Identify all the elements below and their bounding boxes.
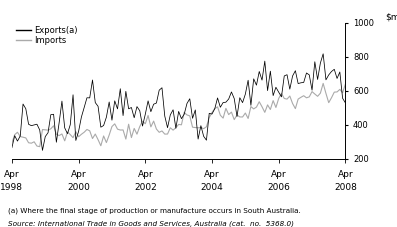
Text: 1998: 1998 xyxy=(0,183,23,192)
Text: (a) Where the final stage of production or manufacture occurs in South Australia: (a) Where the final stage of production … xyxy=(8,208,301,214)
Text: Source: International Trade in Goods and Services, Australia (cat.  no.  5368.0): Source: International Trade in Goods and… xyxy=(8,220,294,227)
Text: 2006: 2006 xyxy=(267,183,290,192)
Text: 2004: 2004 xyxy=(200,183,224,192)
Text: Apr: Apr xyxy=(271,170,287,179)
Text: 2008: 2008 xyxy=(334,183,357,192)
Text: Apr: Apr xyxy=(4,170,20,179)
Text: $m: $m xyxy=(385,12,397,21)
Text: Apr: Apr xyxy=(337,170,353,179)
Text: 2002: 2002 xyxy=(134,183,157,192)
Text: Apr: Apr xyxy=(71,170,87,179)
Legend: Exports(a), Imports: Exports(a), Imports xyxy=(16,25,78,45)
Text: 2000: 2000 xyxy=(67,183,90,192)
Text: Apr: Apr xyxy=(204,170,220,179)
Text: Apr: Apr xyxy=(137,170,153,179)
